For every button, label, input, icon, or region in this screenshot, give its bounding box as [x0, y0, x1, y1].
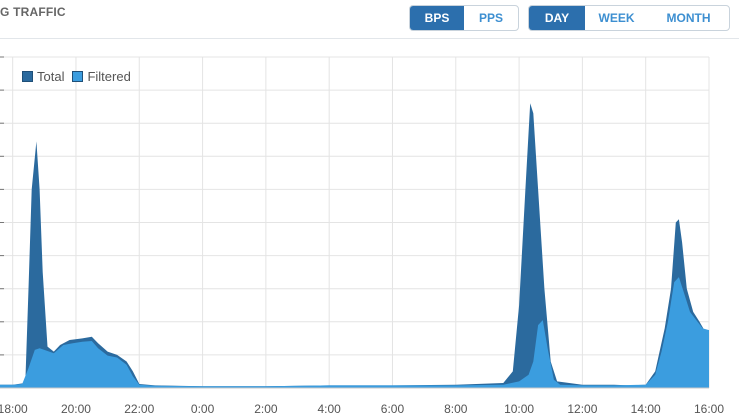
legend-item-filtered[interactable]: Filtered [72, 69, 131, 84]
x-tick-label: 6:00 [381, 402, 405, 416]
x-tick-label: 10:00 [504, 402, 534, 416]
metric-toggle: BPS PPS [409, 5, 519, 31]
x-tick-label: 0:00 [191, 402, 215, 416]
legend-label-total: Total [37, 69, 65, 84]
time-range-toggle: DAY WEEK MONTH [528, 5, 730, 31]
total-series-area [0, 103, 709, 389]
week-button[interactable]: WEEK [598, 11, 635, 25]
day-button[interactable]: DAY [529, 6, 585, 30]
pps-button[interactable]: PPS [478, 11, 503, 25]
x-tick-label: 14:00 [631, 402, 661, 416]
x-tick-label: 2:00 [254, 402, 278, 416]
x-tick-label: 4:00 [317, 402, 341, 416]
filtered-series-area [0, 277, 709, 388]
x-tick-label: 22:00 [124, 402, 154, 416]
bps-button[interactable]: BPS [410, 6, 464, 30]
x-tick-label: 18:00 [0, 402, 28, 416]
x-tick-label: 16:00 [694, 402, 724, 416]
chart-legend: Total Filtered [22, 69, 139, 84]
total-swatch [22, 71, 33, 82]
month-button[interactable]: MONTH [666, 11, 711, 25]
x-tick-label: 8:00 [444, 402, 468, 416]
x-tick-label: 20:00 [61, 402, 91, 416]
filtered-swatch [72, 71, 84, 82]
legend-item-total[interactable]: Total [22, 69, 64, 84]
x-tick-label: 12:00 [567, 402, 597, 416]
panel-title: G TRAFFIC [0, 5, 66, 19]
header-divider [0, 38, 739, 39]
legend-label-filtered: Filtered [87, 69, 131, 84]
